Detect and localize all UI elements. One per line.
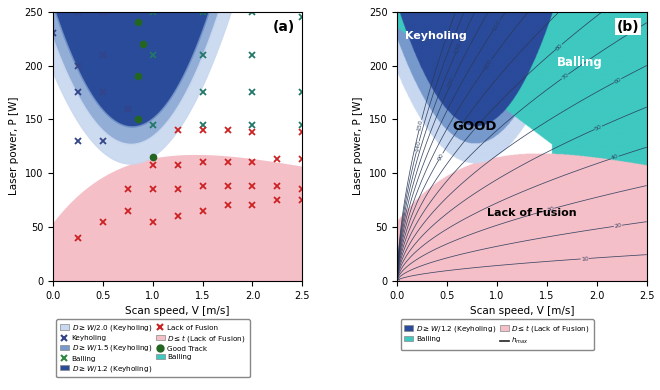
Text: 10: 10: [581, 256, 589, 262]
Text: 20: 20: [614, 223, 622, 229]
Text: 70: 70: [560, 72, 570, 81]
Text: 40: 40: [610, 154, 619, 161]
Text: 120: 120: [447, 76, 456, 89]
Text: 60: 60: [613, 76, 622, 85]
Text: 0: 0: [396, 278, 400, 283]
Text: (b): (b): [616, 20, 640, 34]
X-axis label: Scan speed, V [m/s]: Scan speed, V [m/s]: [470, 306, 574, 316]
Text: 130: 130: [453, 41, 463, 54]
Y-axis label: Laser power, P [W]: Laser power, P [W]: [353, 97, 363, 195]
Legend: $D \geq W/1.2$ (Keyholing), Balling, $D \leq t$ (Lack of Fusion), $h_{max}$: $D \geq W/1.2$ (Keyholing), Balling, $D …: [401, 319, 593, 350]
Text: 140: 140: [414, 140, 422, 152]
Text: 80: 80: [554, 42, 564, 51]
X-axis label: Scan speed, V [m/s]: Scan speed, V [m/s]: [125, 306, 230, 316]
Legend: $D \geq W/2.0$ (Keyholing), Keyholing, $D \geq W/1.5$ (Keyholing), Balling, $D \: $D \geq W/2.0$ (Keyholing), Keyholing, $…: [56, 319, 249, 378]
Text: Balling: Balling: [557, 55, 603, 69]
Text: 100: 100: [483, 57, 494, 70]
Text: Lack of Fusion: Lack of Fusion: [487, 208, 577, 218]
Text: 150: 150: [416, 119, 424, 131]
Text: (a): (a): [273, 20, 295, 34]
Text: Keyholing: Keyholing: [405, 30, 467, 41]
Text: 50: 50: [594, 124, 603, 132]
Text: 110: 110: [492, 19, 502, 31]
Text: 90: 90: [437, 152, 445, 161]
Y-axis label: Laser power, P [W]: Laser power, P [W]: [9, 97, 19, 195]
Text: 30: 30: [546, 206, 555, 213]
Text: GOOD: GOOD: [452, 120, 496, 133]
